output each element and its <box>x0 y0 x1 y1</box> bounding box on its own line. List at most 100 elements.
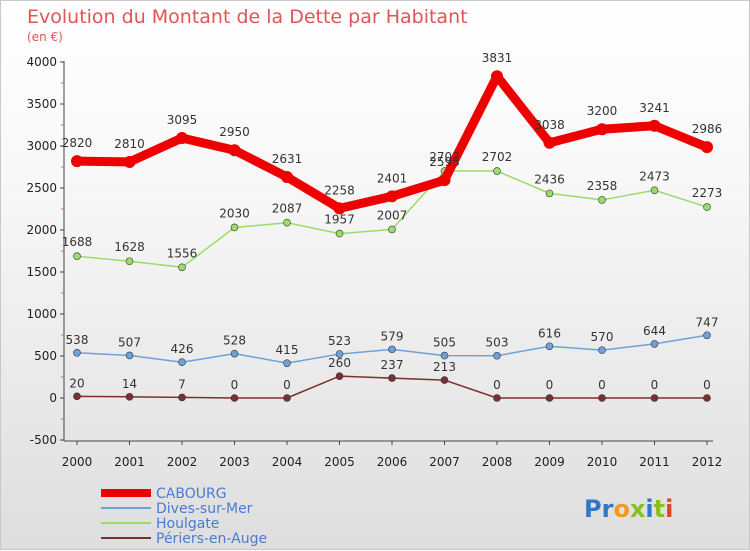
data-point-dives <box>545 342 554 351</box>
x-ticks: 2000 2001 2002 2003 2004 2005 2006 2007 2008 2009… <box>62 441 723 469</box>
data-label-houlgate: 2702 <box>429 150 460 164</box>
data-label-periers: 260 <box>328 356 351 370</box>
data-label-cabourg: 3831 <box>482 51 513 65</box>
data-point-houlgate <box>650 186 659 195</box>
data-label-houlgate: 2007 <box>377 208 408 222</box>
data-point-periers <box>283 394 291 402</box>
data-point-dives <box>598 346 606 354</box>
logo-text: Proxiti <box>584 495 673 523</box>
data-point-houlgate <box>283 218 291 227</box>
x-tick-label: 2009 <box>534 455 565 469</box>
x-tick-label: 2008 <box>482 455 513 469</box>
data-point-houlgate <box>230 223 239 232</box>
data-label-periers: 0 <box>651 378 659 392</box>
data-point-periers <box>388 374 396 382</box>
data-label-cabourg: 2593 <box>429 155 460 169</box>
data-point-houlgate <box>545 189 554 198</box>
data-label-periers: 0 <box>231 378 239 392</box>
legend-label-cabourg: CABOURG <box>156 486 227 502</box>
legend: CABOURGDives-sur-MerHoulgatePériers-en-A… <box>101 486 267 547</box>
data-point-dives <box>388 345 396 354</box>
data-label-dives: 528 <box>223 334 246 348</box>
data-label-dives: 505 <box>433 336 456 350</box>
data-point-cabourg <box>596 123 608 136</box>
data-point-dives <box>493 351 501 360</box>
y-tick-label: 500 <box>34 349 57 363</box>
data-label-cabourg: 2986 <box>692 122 723 136</box>
data-label-cabourg: 3200 <box>587 104 618 118</box>
data-label-cabourg: 3241 <box>639 101 670 115</box>
data-label-dives: 503 <box>486 336 509 350</box>
data-label-cabourg: 2950 <box>219 125 250 139</box>
y-tick-label: 0 <box>49 391 57 405</box>
data-point-houlgate <box>703 203 711 211</box>
data-label-periers: 0 <box>703 378 711 392</box>
data-point-houlgate <box>125 257 134 266</box>
data-point-periers <box>335 372 344 380</box>
data-point-cabourg <box>71 155 83 168</box>
data-label-dives: 426 <box>171 342 194 356</box>
data-point-periers <box>650 394 659 402</box>
data-label-cabourg: 3095 <box>167 113 198 127</box>
data-label-houlgate: 2358 <box>587 179 618 193</box>
x-tick-label: 2011 <box>639 455 670 469</box>
data-point-cabourg <box>176 132 188 145</box>
data-point-cabourg <box>543 136 556 149</box>
data-labels: 20 14 7 0 0 260 237 213 0 0 0 0 0 538 507 426 528 415 523 5… <box>62 51 723 392</box>
data-label-cabourg: 2631 <box>272 152 303 166</box>
y-tick-label: 1000 <box>26 307 57 321</box>
data-label-periers: 0 <box>283 378 291 392</box>
data-point-houlgate <box>598 196 606 204</box>
data-label-houlgate: 2436 <box>534 172 565 186</box>
data-point-periers <box>230 394 239 402</box>
x-tick-label: 2002 <box>167 455 198 469</box>
data-label-houlgate: 2087 <box>272 202 303 216</box>
data-point-dives <box>73 349 81 357</box>
data-label-houlgate: 1688 <box>62 235 93 249</box>
data-point-periers <box>703 394 711 402</box>
data-point-cabourg <box>123 155 136 168</box>
data-point-periers <box>545 394 554 402</box>
data-label-houlgate: 2702 <box>482 150 513 164</box>
data-point-cabourg <box>648 119 661 132</box>
data-point-dives <box>125 351 134 360</box>
data-point-periers <box>73 392 81 401</box>
data-point-dives <box>283 359 291 367</box>
x-tick-label: 2004 <box>272 455 303 469</box>
data-point-cabourg <box>333 202 346 215</box>
y-ticks: -500 0 500 1000 1500 2000 2500 3000 3500 4000 <box>26 55 64 447</box>
x-tick-label: 2000 <box>62 455 93 469</box>
data-label-dives: 579 <box>381 329 404 343</box>
x-tick-label: 2010 <box>587 455 618 469</box>
y-tick-label: 2500 <box>26 181 57 195</box>
proxiti-logo: Proxiti <box>584 495 673 523</box>
x-tick-label: 2006 <box>377 455 408 469</box>
data-point-dives <box>440 351 449 360</box>
y-tick-label: -500 <box>30 433 57 447</box>
data-label-dives: 616 <box>538 326 561 340</box>
data-label-dives: 570 <box>591 330 614 344</box>
data-point-periers <box>440 376 449 384</box>
data-point-periers <box>125 393 134 401</box>
x-tick-label: 2012 <box>692 455 723 469</box>
y-tick-label: 2000 <box>26 223 57 237</box>
y-tick-label: 1500 <box>26 265 57 279</box>
data-point-dives <box>650 340 659 348</box>
data-point-dives <box>703 331 711 340</box>
data-label-periers: 237 <box>381 358 404 372</box>
data-point-dives <box>335 350 344 358</box>
data-point-periers <box>178 393 186 402</box>
data-label-houlgate: 1556 <box>167 246 198 260</box>
y-tick-label: 3000 <box>26 139 57 153</box>
data-label-dives: 538 <box>66 333 89 347</box>
data-label-cabourg: 2258 <box>324 183 355 197</box>
x-tick-label: 2001 <box>114 455 145 469</box>
data-label-houlgate: 2030 <box>219 206 250 220</box>
data-label-periers: 7 <box>178 377 186 391</box>
data-point-cabourg <box>701 141 713 154</box>
series-group <box>71 70 713 402</box>
data-point-houlgate <box>178 263 186 272</box>
data-label-cabourg: 2820 <box>62 136 93 150</box>
data-label-periers: 20 <box>69 376 84 390</box>
chart-subtitle: (en €) <box>27 30 63 44</box>
